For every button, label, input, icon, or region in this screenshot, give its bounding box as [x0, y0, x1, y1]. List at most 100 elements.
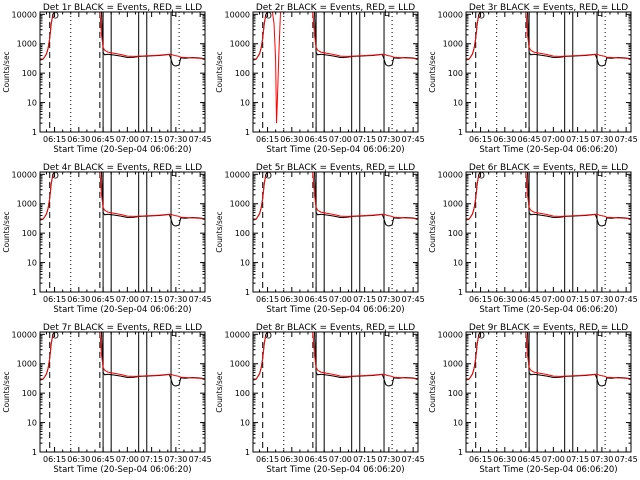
y-tick-label: 100 — [448, 229, 463, 238]
x-tick-label: 06:15 — [256, 295, 279, 304]
x-tick-label: 07:45 — [189, 135, 212, 144]
x-tick-label: 06:30 — [493, 135, 516, 144]
plot-marker: L — [171, 9, 176, 19]
plot-marker: O — [265, 172, 272, 182]
events-series-line — [253, 12, 418, 67]
lld-series-line — [466, 12, 631, 61]
y-axis-label: Counts/sec — [215, 51, 224, 92]
y-tick-label: 1 — [32, 128, 37, 137]
x-tick-label: 07:00 — [116, 295, 139, 304]
lld-series-line — [466, 172, 631, 221]
x-axis-label: Start Time (20-Sep-04 06:06:20) — [53, 465, 191, 475]
plot-marker: L — [597, 9, 602, 19]
y-tick-label: 10 — [453, 419, 463, 428]
y-tick-label: 10 — [27, 419, 37, 428]
y-tick-label: 1 — [245, 288, 250, 297]
lld-series-line — [40, 332, 205, 381]
y-tick-label: 1 — [32, 288, 37, 297]
x-tick-label: 06:30 — [493, 295, 516, 304]
x-tick-label: 07:15 — [140, 455, 163, 464]
y-tick-label: 10000 — [225, 10, 250, 19]
plot-marker: L — [597, 329, 602, 339]
events-series-line — [466, 172, 631, 227]
events-series-line — [466, 12, 631, 67]
y-tick-label: 10000 — [225, 330, 250, 339]
plot-marker: L — [384, 169, 389, 179]
x-tick-label: 06:15 — [469, 295, 492, 304]
x-axis-label: Start Time (20-Sep-04 06:06:20) — [479, 305, 617, 315]
x-tick-label: 07:30 — [164, 135, 187, 144]
panel-title: Det 1r BLACK = Events, RED = LLD — [43, 3, 202, 13]
panel-title: Det 3r BLACK = Events, RED = LLD — [469, 3, 628, 13]
x-tick-label: 06:15 — [43, 455, 66, 464]
y-tick-label: 10000 — [12, 170, 37, 179]
plot-frame — [465, 171, 632, 293]
y-tick-label: 1000 — [443, 360, 463, 369]
lld-series-line — [40, 12, 205, 61]
plot-frame — [39, 331, 206, 453]
plot-frame — [39, 171, 206, 293]
plot-marker: O — [478, 332, 485, 342]
x-tick-label: 07:00 — [329, 455, 352, 464]
plot-frame — [252, 171, 419, 293]
x-tick-label: 06:45 — [92, 295, 115, 304]
events-series-line — [40, 172, 205, 227]
x-tick-label: 07:45 — [189, 295, 212, 304]
panel-title: Det 6r BLACK = Events, RED = LLD — [469, 163, 628, 173]
x-tick-label: 07:45 — [615, 455, 638, 464]
x-tick-label: 07:30 — [377, 295, 400, 304]
y-tick-label: 1000 — [17, 200, 37, 209]
y-axis-label: Counts/sec — [2, 211, 11, 252]
plot-marker: O — [265, 12, 272, 22]
x-axis-label: Start Time (20-Sep-04 06:06:20) — [266, 465, 404, 475]
x-tick-label: 06:30 — [280, 135, 303, 144]
plot-marker: L — [384, 329, 389, 339]
x-tick-label: 07:45 — [615, 135, 638, 144]
x-tick-label: 07:45 — [402, 295, 425, 304]
y-tick-label: 10000 — [438, 330, 463, 339]
y-tick-label: 10 — [453, 99, 463, 108]
panel-title: Det 9r BLACK = Events, RED = LLD — [469, 323, 628, 333]
y-axis-label: Counts/sec — [428, 51, 437, 92]
y-tick-label: 1 — [245, 128, 250, 137]
y-tick-label: 10 — [27, 259, 37, 268]
y-tick-label: 1000 — [17, 40, 37, 49]
x-tick-label: 06:30 — [67, 455, 90, 464]
x-axis-label: Start Time (20-Sep-04 06:06:20) — [53, 305, 191, 315]
x-axis-label: Start Time (20-Sep-04 06:06:20) — [479, 465, 617, 475]
x-tick-label: 07:15 — [140, 135, 163, 144]
y-tick-label: 1000 — [443, 40, 463, 49]
x-tick-label: 06:15 — [256, 135, 279, 144]
y-tick-label: 1000 — [230, 360, 250, 369]
y-tick-label: 100 — [448, 389, 463, 398]
y-tick-label: 1000 — [17, 360, 37, 369]
y-tick-label: 1 — [458, 448, 463, 457]
lld-series-line — [253, 172, 418, 221]
panel-title: Det 5r BLACK = Events, RED = LLD — [256, 163, 415, 173]
y-tick-label: 100 — [235, 389, 250, 398]
x-tick-label: 06:45 — [92, 135, 115, 144]
y-tick-label: 10000 — [438, 10, 463, 19]
events-series-line — [253, 332, 418, 387]
x-tick-label: 06:15 — [469, 455, 492, 464]
x-tick-label: 07:15 — [353, 455, 376, 464]
plot-frame — [465, 11, 632, 133]
events-series-line — [253, 172, 418, 227]
plot-marker: O — [478, 172, 485, 182]
plot-frame — [252, 11, 419, 133]
x-tick-label: 07:15 — [140, 295, 163, 304]
x-tick-label: 06:45 — [518, 295, 541, 304]
x-tick-label: 06:15 — [43, 135, 66, 144]
plot-marker: L — [597, 169, 602, 179]
x-tick-label: 07:00 — [329, 135, 352, 144]
y-tick-label: 10000 — [438, 170, 463, 179]
x-tick-label: 07:15 — [566, 295, 589, 304]
x-axis-label: Start Time (20-Sep-04 06:06:20) — [266, 145, 404, 155]
x-tick-label: 07:15 — [566, 455, 589, 464]
